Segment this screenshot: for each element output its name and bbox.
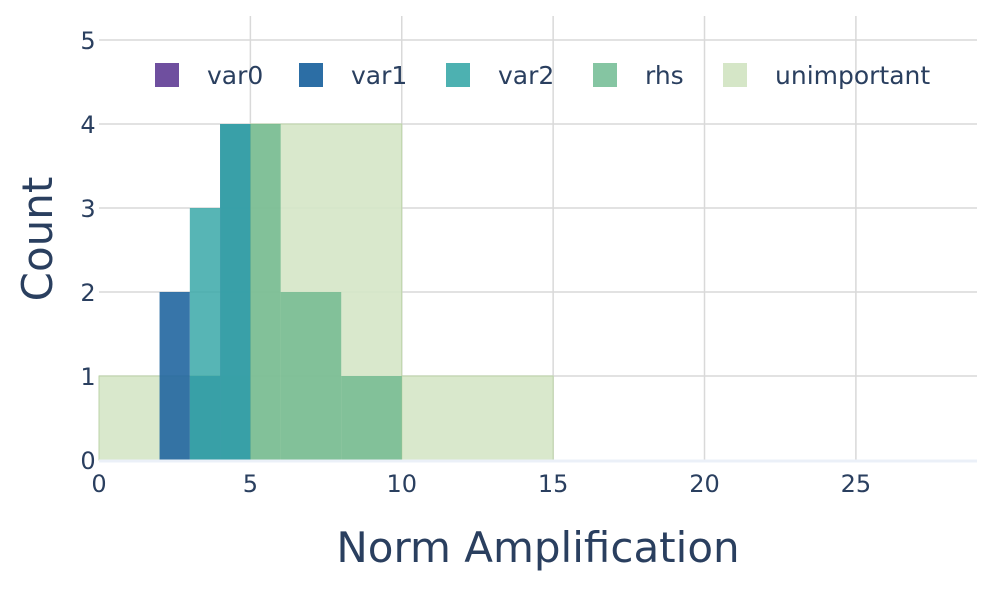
legend-label: var1 [351, 61, 407, 90]
legend-label: unimportant [775, 61, 930, 90]
y-tick-label: 1 [80, 363, 95, 391]
legend-swatch [593, 63, 617, 87]
legend-item-rhs[interactable]: rhs [593, 61, 684, 90]
y-tick-label: 3 [80, 195, 95, 223]
y-tick-label: 4 [80, 111, 95, 139]
bar-rhs [280, 292, 342, 460]
bar-rhs [250, 124, 281, 460]
y-axis-title: Count [13, 177, 62, 302]
bar-var2 [220, 124, 251, 460]
legend-swatch [723, 63, 747, 87]
y-tick-label: 2 [80, 279, 95, 307]
x-tick-label: 20 [689, 470, 720, 498]
legend-item-var0[interactable]: var0 [155, 61, 263, 90]
y-tick-label: 5 [80, 27, 95, 55]
x-tick-label: 15 [538, 470, 569, 498]
x-tick-label: 5 [243, 470, 258, 498]
y-axis-ticks: 0 1 2 3 4 5 [80, 27, 95, 475]
bar-var2 [189, 208, 221, 460]
bar-unimportant [401, 375, 554, 461]
legend-swatch [155, 63, 179, 87]
bar-rhs [341, 376, 402, 460]
x-tick-label: 10 [386, 470, 417, 498]
x-tick-label: 0 [91, 470, 106, 498]
legend: var0 var1 var2 rhs unimportant [155, 61, 930, 90]
legend-swatch [299, 63, 323, 87]
x-axis-ticks: 0 5 10 15 20 25 [91, 470, 871, 498]
x-axis-title: Norm Amplification [336, 523, 739, 572]
legend-label: rhs [645, 61, 684, 90]
legend-item-var2[interactable]: var2 [446, 61, 554, 90]
bar-var1 [159, 292, 190, 460]
legend-swatch [446, 63, 470, 87]
legend-item-unimportant[interactable]: unimportant [723, 61, 930, 90]
legend-label: var0 [207, 61, 263, 90]
legend-label: var2 [498, 61, 554, 90]
y-tick-label: 0 [80, 447, 95, 475]
legend-item-var1[interactable]: var1 [299, 61, 407, 90]
x-tick-label: 25 [841, 470, 872, 498]
